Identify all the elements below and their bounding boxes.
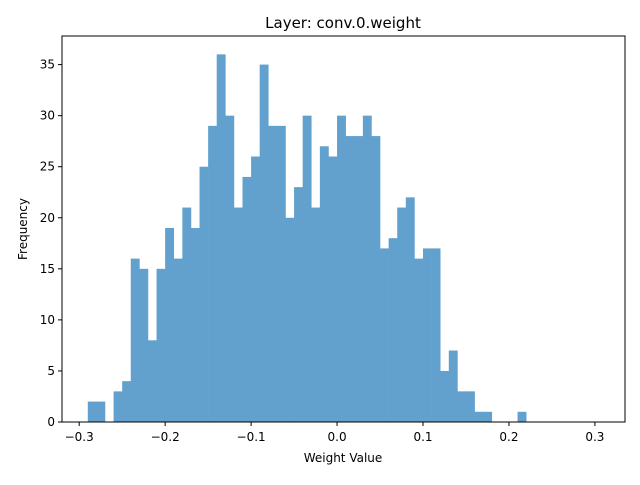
y-tick-label: 30 — [40, 109, 55, 123]
histogram-bar — [182, 207, 192, 422]
histogram-bar — [156, 268, 166, 422]
histogram-bar — [345, 136, 355, 422]
histogram-bar — [216, 54, 226, 422]
x-tick-label: −0.3 — [65, 430, 94, 444]
histogram-bar — [311, 207, 321, 422]
histogram-bar — [483, 411, 493, 422]
x-tick-label: −0.2 — [151, 430, 180, 444]
histogram-bar — [251, 156, 260, 422]
histogram-bar — [337, 115, 346, 423]
histogram-bar — [448, 350, 458, 422]
y-tick-label: 20 — [40, 211, 55, 225]
histogram-bar — [242, 176, 252, 422]
y-tick-label: 15 — [40, 262, 55, 276]
histogram-bar — [233, 207, 243, 422]
histogram-bar — [388, 238, 398, 422]
histogram-bar — [173, 258, 183, 422]
histogram-bar — [225, 115, 235, 423]
histogram-bar — [457, 391, 467, 422]
histogram-bar — [405, 197, 415, 422]
y-axis-ticks: 0 5 10 15 20 25 30 35 — [40, 58, 62, 429]
y-axis-label: Frequency — [16, 198, 30, 260]
histogram-bar — [139, 268, 149, 422]
x-tick-label: 0.1 — [413, 430, 432, 444]
histogram-bar — [431, 248, 441, 422]
histogram-bar — [302, 115, 312, 423]
histogram-bar — [130, 258, 140, 422]
histogram-bar — [328, 156, 338, 422]
histogram-bar — [371, 136, 381, 422]
histogram-bar — [165, 227, 175, 422]
histogram-bar — [285, 217, 295, 422]
x-axis-ticks: −0.3 −0.2 −0.1 0.0 0.1 0.2 0.3 — [65, 422, 604, 444]
y-tick-label: 0 — [47, 415, 55, 429]
histogram-bar — [113, 391, 123, 422]
x-tick-label: 0.2 — [499, 430, 518, 444]
x-tick-label: 0.3 — [585, 430, 604, 444]
histogram-bar — [380, 248, 389, 422]
histogram-bar — [354, 136, 364, 422]
bars-group — [87, 54, 527, 423]
histogram-bar — [474, 411, 484, 422]
histogram-bar — [517, 411, 527, 422]
histogram-bar — [319, 146, 329, 423]
histogram-bar — [423, 248, 432, 422]
y-tick-label: 35 — [40, 58, 55, 72]
histogram-bar — [96, 401, 106, 422]
histogram-bar — [208, 125, 218, 423]
histogram-bar — [414, 258, 424, 422]
y-tick-label: 5 — [47, 364, 55, 378]
histogram-bar — [294, 187, 303, 422]
histogram-bar — [147, 340, 157, 422]
x-tick-label: 0.0 — [328, 430, 347, 444]
histogram-bar — [190, 227, 200, 422]
histogram-bar — [122, 381, 132, 422]
histogram-bar — [465, 391, 475, 422]
histogram-bar — [362, 115, 372, 423]
histogram-bar — [199, 166, 209, 422]
x-tick-label: −0.1 — [237, 430, 266, 444]
y-tick-label: 10 — [40, 313, 55, 327]
histogram-bar — [440, 370, 450, 422]
chart-title: Layer: conv.0.weight — [265, 14, 421, 32]
histogram-bar — [268, 125, 278, 423]
histogram-bar — [397, 207, 407, 422]
y-tick-label: 25 — [40, 160, 55, 174]
x-axis-label: Weight Value — [304, 451, 383, 465]
histogram-bar — [259, 64, 269, 422]
histogram-bar — [276, 125, 286, 423]
plot-frame — [61, 35, 626, 423]
histogram-bar — [87, 401, 97, 422]
